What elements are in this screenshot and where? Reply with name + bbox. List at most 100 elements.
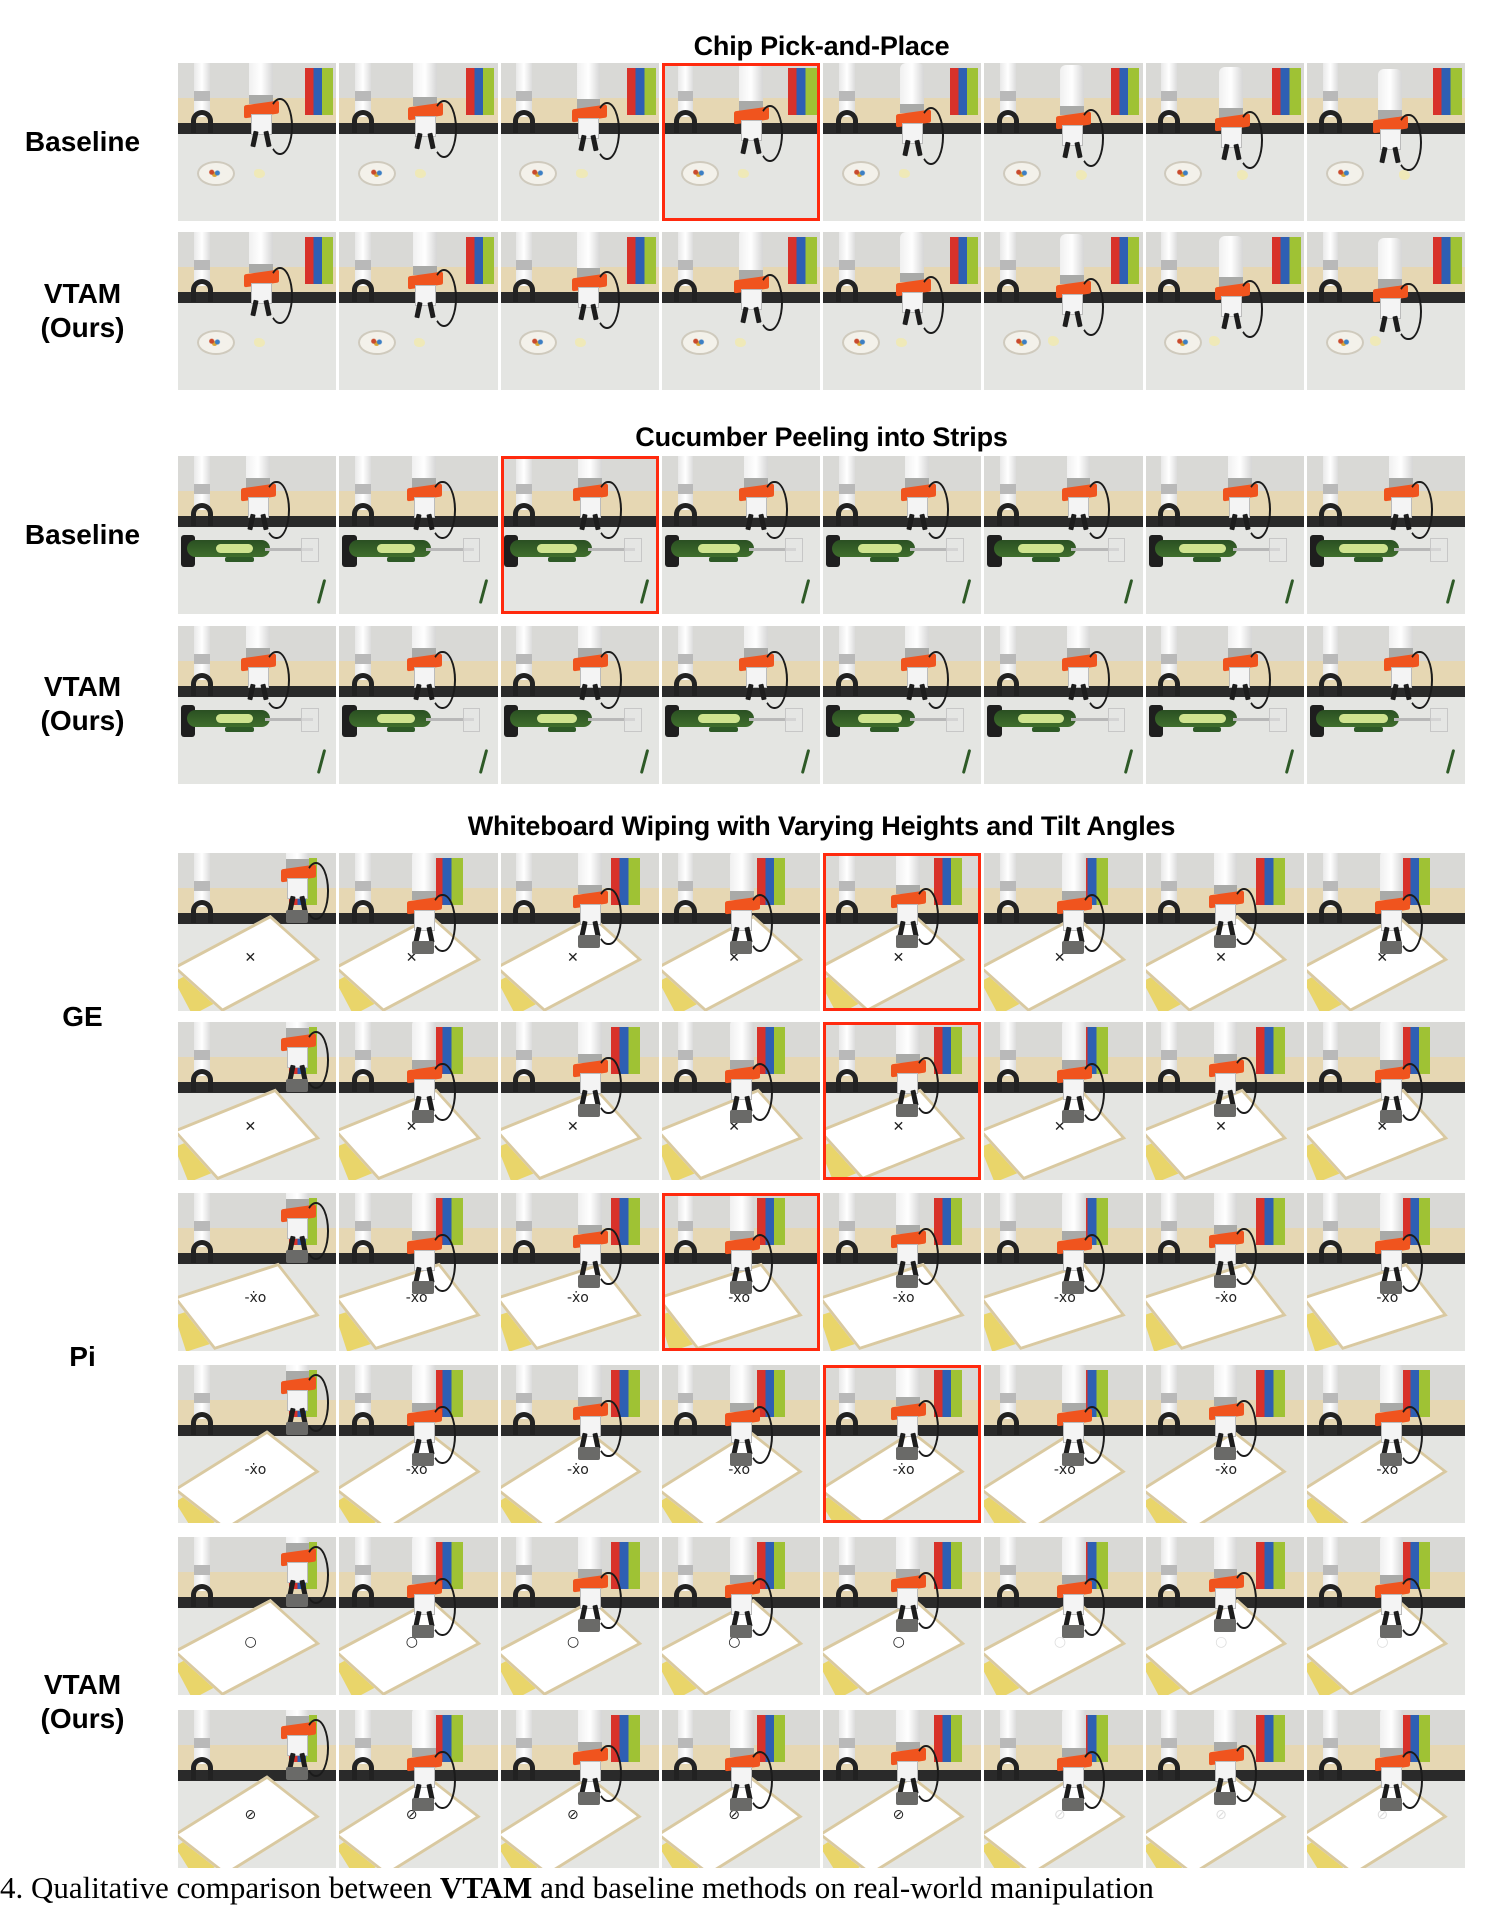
robot-cable: [1245, 481, 1272, 539]
whiteboard-marking: ✕: [566, 949, 579, 966]
whiteboard-marking: ⊘: [1215, 1806, 1227, 1823]
eraser-block: [285, 1249, 308, 1263]
video-frame: [823, 626, 982, 784]
robot-base-column: [193, 1193, 210, 1247]
video-frame: [984, 232, 1143, 390]
potato-chip: [1370, 336, 1382, 346]
video-frame: -ẋo: [823, 1193, 982, 1351]
table-clamp: [674, 1069, 697, 1092]
slide-rail: [1393, 717, 1442, 721]
robot-cable: [595, 1744, 622, 1803]
eraser-block: [1061, 941, 1084, 955]
robot-cable: [1230, 1399, 1258, 1458]
snack-boxes: [1110, 67, 1140, 116]
video-frame: ○: [661, 1537, 820, 1695]
video-frame: ✕: [1145, 1022, 1304, 1180]
video-frame: [984, 63, 1143, 221]
table-clamp: [1158, 1757, 1181, 1780]
peeled-strip: [1178, 543, 1226, 554]
table-clamp: [190, 673, 213, 696]
plate: [196, 160, 235, 187]
robot-arm-band: [895, 1053, 920, 1064]
video-frame: [1306, 456, 1465, 614]
robot-cable: [1230, 1744, 1258, 1803]
snack-boxes: [627, 67, 656, 116]
table-clamp: [835, 1412, 858, 1435]
video-frame: ⊘: [984, 1710, 1143, 1868]
workbench-edge: [500, 516, 659, 528]
robot-cable: [595, 1056, 622, 1115]
robot-arm-band: [1379, 1230, 1404, 1241]
whiteboard-marking: ✕: [1215, 1118, 1227, 1135]
table-clamp: [1319, 503, 1342, 526]
robot-cable: [1395, 282, 1422, 341]
robot-base-column: [1000, 456, 1016, 510]
robot-base-column: [1161, 1710, 1178, 1764]
peeled-strip: [216, 543, 254, 554]
eraser-block: [412, 1798, 435, 1812]
snack-boxes: [933, 857, 963, 906]
video-frame: ⊘: [500, 1710, 659, 1868]
plate: [680, 329, 719, 356]
peeled-strip: [697, 713, 740, 724]
robot-arm: [1219, 236, 1244, 287]
table-clamp: [1158, 1412, 1181, 1435]
robot-cable: [429, 481, 456, 539]
peeled-strip: [1018, 543, 1064, 554]
snack-boxes: [933, 1541, 963, 1590]
video-frame: -ẋo: [339, 1365, 498, 1523]
robot-cable: [1406, 481, 1433, 539]
robot-base-band: [1000, 484, 1016, 494]
snack-boxes: [304, 67, 334, 116]
slide-rail: [748, 547, 797, 551]
table-clamp: [1158, 1584, 1181, 1607]
robot-cable: [594, 102, 621, 160]
video-frame: [339, 63, 498, 221]
peeled-skin-strip: [709, 557, 738, 562]
peeled-strip: [857, 713, 902, 724]
robot-base-column: [1000, 1193, 1016, 1247]
caption-method-name: VTAM: [439, 1870, 533, 1905]
robot-cable: [595, 481, 622, 539]
table-clamp: [351, 1584, 375, 1607]
row-label-vtam: VTAM (Ours): [40, 278, 125, 343]
workbench-edge: [1306, 686, 1465, 698]
whiteboard-marking: -ẋo: [566, 1289, 589, 1306]
robot-base-band: [838, 1221, 855, 1231]
robot-arm-band: [285, 859, 310, 869]
snack-boxes: [465, 236, 495, 285]
robot-base-column: [193, 853, 210, 907]
video-frame: -ẋo: [1306, 1193, 1465, 1351]
robot-arm: [1377, 238, 1402, 289]
robot-base-band: [1322, 260, 1339, 270]
eraser-block: [1061, 1281, 1084, 1295]
video-frame: [1306, 626, 1465, 784]
robot-arm-band: [413, 265, 437, 276]
video-frame: ○: [178, 1537, 337, 1695]
whiteboard-marking: ⊘: [1053, 1806, 1066, 1823]
robot-base-band: [355, 91, 371, 101]
frame-strip: [178, 63, 1465, 221]
cucumber: [671, 539, 754, 558]
robot-base-column: [1322, 1022, 1339, 1076]
robot-cable: [1079, 1406, 1106, 1464]
table-clamp: [835, 1757, 858, 1780]
eraser-block: [1213, 1447, 1236, 1460]
table-clamp: [835, 279, 858, 302]
robot-base-band: [193, 484, 210, 494]
video-frame: -ẋo: [984, 1365, 1143, 1523]
whiteboard-marking: ○: [892, 1633, 905, 1650]
robot-arm: [1061, 1365, 1086, 1413]
table-clamp: [190, 110, 213, 133]
peeled-skin-strip: [1192, 727, 1222, 732]
robot-arm-band: [578, 1053, 602, 1064]
table-clamp: [835, 900, 858, 923]
highlighted-frame: ✕: [823, 853, 982, 1011]
snack-boxes: [1256, 857, 1285, 906]
robot-base-column: [677, 232, 694, 286]
robot-base-column: [1000, 1537, 1016, 1591]
eraser-block: [895, 1619, 918, 1632]
robot-base-column: [677, 1022, 694, 1076]
video-frame: -ẋo: [661, 1365, 820, 1523]
peeled-strip: [1339, 543, 1388, 554]
